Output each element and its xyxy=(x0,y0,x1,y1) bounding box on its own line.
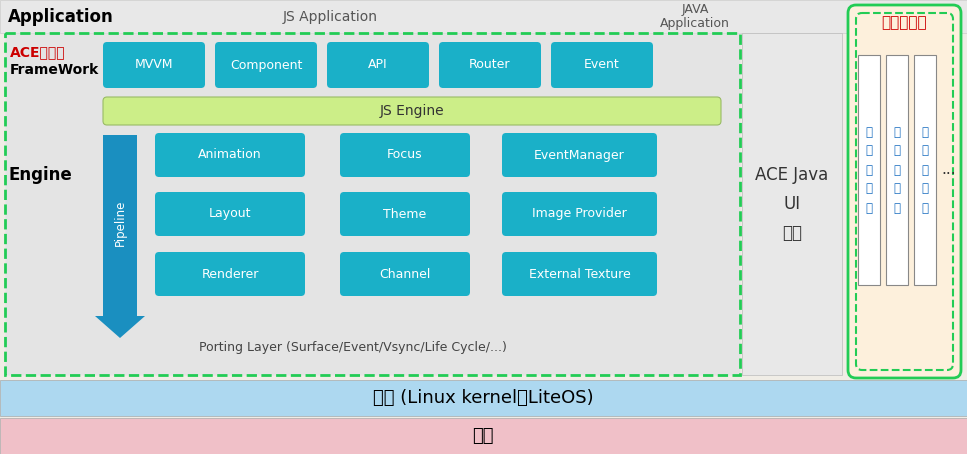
Text: EventManager: EventManager xyxy=(534,148,625,162)
FancyBboxPatch shape xyxy=(215,42,317,88)
Text: Component: Component xyxy=(230,59,302,71)
Text: Pipeline: Pipeline xyxy=(113,199,127,246)
Text: 内核 (Linux kernel、LiteOS): 内核 (Linux kernel、LiteOS) xyxy=(372,389,594,407)
Bar xyxy=(0,380,967,416)
Text: 通
信
子
系
统: 通 信 子 系 统 xyxy=(894,125,900,214)
FancyBboxPatch shape xyxy=(551,42,653,88)
Text: Layout: Layout xyxy=(209,207,251,221)
Text: ...: ... xyxy=(942,163,956,178)
Text: Router: Router xyxy=(469,59,511,71)
Text: 图
形
子
系
统: 图 形 子 系 统 xyxy=(865,125,872,214)
Text: Focus: Focus xyxy=(387,148,423,162)
FancyBboxPatch shape xyxy=(340,252,470,296)
Text: MVVM: MVVM xyxy=(134,59,173,71)
Text: Renderer: Renderer xyxy=(201,267,259,281)
Text: JS Engine: JS Engine xyxy=(380,104,444,118)
FancyBboxPatch shape xyxy=(502,252,657,296)
Text: ACE Java
UI
框架: ACE Java UI 框架 xyxy=(755,166,829,242)
Text: External Texture: External Texture xyxy=(529,267,630,281)
FancyBboxPatch shape xyxy=(848,5,961,378)
Bar xyxy=(742,33,842,375)
Bar xyxy=(0,0,967,33)
FancyBboxPatch shape xyxy=(502,192,657,236)
FancyBboxPatch shape xyxy=(155,133,305,177)
FancyBboxPatch shape xyxy=(103,97,721,125)
Bar xyxy=(858,55,880,285)
Text: API: API xyxy=(368,59,388,71)
FancyBboxPatch shape xyxy=(327,42,429,88)
FancyArrow shape xyxy=(95,310,145,338)
FancyBboxPatch shape xyxy=(103,42,205,88)
Bar xyxy=(103,135,137,310)
Text: JS Application: JS Application xyxy=(282,10,377,24)
FancyBboxPatch shape xyxy=(155,252,305,296)
Text: Channel: Channel xyxy=(379,267,430,281)
FancyBboxPatch shape xyxy=(340,192,470,236)
Text: 驱动: 驱动 xyxy=(472,427,494,445)
Text: Theme: Theme xyxy=(383,207,426,221)
Text: Engine: Engine xyxy=(8,166,72,184)
Bar xyxy=(0,418,967,454)
FancyBboxPatch shape xyxy=(439,42,541,88)
Text: Image Provider: Image Provider xyxy=(532,207,627,221)
Text: Animation: Animation xyxy=(198,148,262,162)
Text: 媒
体
子
系
统: 媒 体 子 系 统 xyxy=(922,125,928,214)
Text: Application: Application xyxy=(660,17,730,30)
Text: Porting Layer (Surface/Event/Vsync/Life Cycle/...): Porting Layer (Surface/Event/Vsync/Life … xyxy=(198,341,507,355)
Text: ACE子系统: ACE子系统 xyxy=(10,45,66,59)
Bar xyxy=(886,55,908,285)
FancyBboxPatch shape xyxy=(502,133,657,177)
Text: Application: Application xyxy=(8,8,114,25)
FancyBboxPatch shape xyxy=(155,192,305,236)
Bar xyxy=(914,55,936,285)
Text: Event: Event xyxy=(584,59,620,71)
Bar xyxy=(5,33,740,375)
Text: 其它子系统: 其它子系统 xyxy=(882,15,927,30)
FancyBboxPatch shape xyxy=(340,133,470,177)
Text: FrameWork: FrameWork xyxy=(10,63,100,77)
Text: JAVA: JAVA xyxy=(682,3,709,16)
